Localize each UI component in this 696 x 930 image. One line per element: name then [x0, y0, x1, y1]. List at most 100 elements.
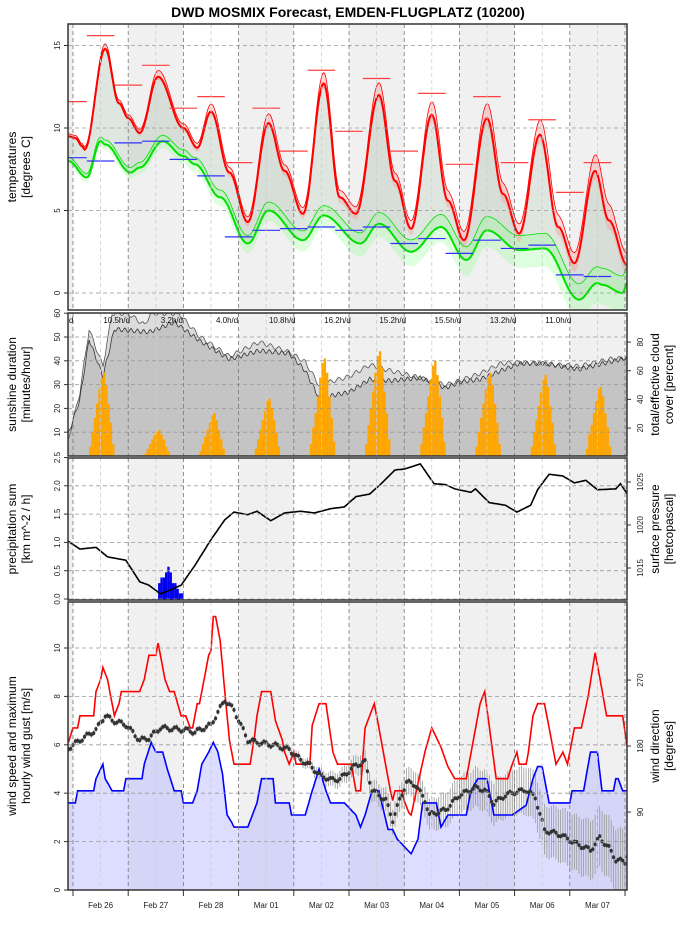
sunshine-bar [158, 429, 161, 456]
daily-sunshine-label: 16.2h/d [324, 316, 351, 325]
wind-direction-point [531, 792, 535, 797]
sunshine-bar [595, 401, 598, 456]
sunshine-bar [160, 434, 163, 456]
wind-direction-point [577, 843, 581, 848]
sunshine-bar [496, 422, 499, 456]
wind-direction-point [536, 805, 540, 810]
temperature-upper-line [68, 43, 627, 254]
sunshine-bar [498, 444, 501, 456]
precipitation-plot-area [68, 458, 627, 600]
precipitation-bar [171, 583, 175, 600]
wind-direction-point [418, 788, 422, 793]
wind-direction-point [423, 800, 427, 805]
wind-direction-point [538, 811, 542, 816]
y-tick-label: 40 [53, 356, 62, 365]
y-right-axis-title: total/effective cloud [648, 333, 662, 436]
y-right-tick-label: 270 [636, 673, 645, 687]
wind-direction-point [230, 703, 234, 708]
wind-direction-point [519, 787, 524, 792]
wind-direction-point [200, 728, 204, 733]
wind-direction-point [335, 779, 340, 784]
sunshine-bar [213, 413, 216, 456]
y-tick-label: 0 [53, 887, 62, 892]
sunshine-bar [102, 372, 106, 456]
y-tick-label: 2.5 [53, 451, 62, 463]
wind-direction-point [402, 788, 406, 793]
sunshine-bar [155, 432, 159, 456]
sunshine-bar [487, 377, 490, 456]
wind-direction-point [243, 733, 248, 738]
sunshine-bar [585, 448, 589, 456]
wind-direction-point [315, 771, 319, 776]
wind-direction-point [561, 833, 565, 838]
sunshine-bar [431, 365, 435, 456]
y-tick-label: 20 [53, 403, 62, 412]
sunshine-bar [588, 434, 591, 456]
wind-direction-point [386, 803, 390, 808]
wind-direction-point [515, 790, 519, 795]
sunshine-bar [332, 441, 336, 456]
wind-direction-point [591, 847, 595, 852]
sunshine-bar [326, 372, 329, 456]
temperature-plot-area [68, 24, 627, 310]
sunshine-bar [367, 425, 370, 456]
sunshine-bar [273, 420, 276, 456]
wind-direction-point [122, 722, 126, 727]
wind-direction-point [554, 830, 558, 835]
wind-direction-point [492, 802, 496, 807]
sunshine-bar [429, 379, 432, 456]
sunshine-bar [482, 403, 485, 456]
wind-direction-point [186, 726, 190, 731]
wind-direction-point [69, 746, 73, 751]
sunshine-bar [530, 446, 534, 456]
sunshine-bar [151, 439, 154, 456]
y-axis-title: hourly wind gust [m/s] [19, 688, 33, 804]
wind-direction-point [108, 714, 112, 719]
wind-direction-point [450, 798, 455, 803]
effective-cloud-cover-line [68, 320, 627, 432]
y-tick-label: 10 [53, 643, 62, 652]
sunshine-bar [323, 358, 327, 456]
sunshine-bar [93, 417, 97, 456]
sunshine-bar [199, 451, 202, 456]
sunshine-bar [100, 377, 103, 456]
wind-direction-point [471, 786, 475, 791]
wind-direction-point [276, 742, 280, 747]
wind-direction-point [391, 820, 395, 825]
sunshine-bar [89, 446, 92, 456]
y-tick-label: 60 [53, 308, 62, 317]
wind-direction-point [296, 753, 300, 758]
wind-direction-point [174, 725, 179, 730]
sunshine-bar [309, 444, 313, 456]
wind-speed-line [68, 740, 627, 856]
wind-direction-point [448, 803, 452, 808]
wind-direction-point [595, 836, 600, 841]
y-tick-label: 4 [53, 790, 62, 795]
y-right-tick-label: 1015 [636, 559, 645, 577]
daily-sunshine-label: 15.5h/d [435, 316, 462, 325]
wind-direction-point [94, 727, 98, 732]
wind-direction-point [393, 811, 397, 816]
wind-direction-point [598, 834, 602, 839]
sunshine-bar [96, 403, 99, 456]
sunshine-bar [365, 444, 368, 456]
wind-direction-point [395, 802, 399, 807]
wind-direction-point [611, 855, 616, 860]
temperature-range-band [68, 43, 627, 275]
wind-direction-point [147, 737, 151, 742]
wind-direction-point [149, 733, 153, 738]
wind-direction-point [503, 794, 507, 799]
wind-direction-point [145, 738, 149, 743]
dewpoint-range-band [68, 135, 627, 310]
y-axis-title: wind speed and maximum [5, 676, 19, 816]
wind-direction-point [329, 775, 333, 780]
sunshine-plot-area: d 10.5h/d 3.2h/d 4.0h/d 10.8h/d 16.2h/d 15.2h/… [68, 313, 627, 456]
x-tick-label: Mar 07 [585, 901, 610, 910]
sunshine-bar [98, 389, 101, 456]
daily-sunshine-label: 11.0h/d [545, 316, 571, 325]
wind-direction-point [565, 836, 570, 841]
sunshine-bar [275, 432, 278, 456]
sunshine-bar [424, 413, 428, 456]
sunshine-bar [420, 444, 423, 456]
wind-direction-point [322, 775, 326, 780]
